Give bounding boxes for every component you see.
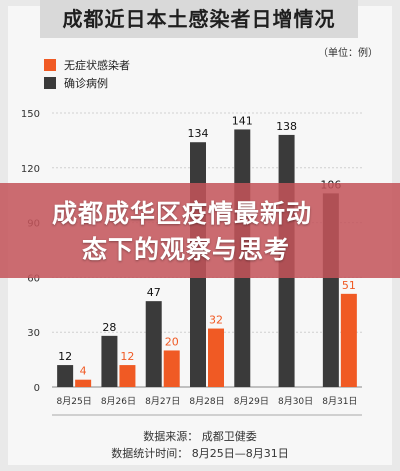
headline-line-2: 态下的观察与思考	[82, 235, 291, 264]
bar-confirmed	[57, 365, 74, 387]
bar-asymptomatic	[119, 365, 136, 387]
x-tick-label: 8月26日	[101, 396, 136, 407]
data-period: 数据统计时间： 8月25日—8月31日	[111, 447, 289, 460]
legend-item-confirmed: 确诊病例	[44, 74, 130, 92]
y-tick-label: 60	[27, 273, 40, 284]
bar-confirmed	[145, 301, 162, 387]
x-tick-label: 8月31日	[322, 396, 357, 407]
bar-label-asymptomatic: 51	[342, 279, 356, 292]
unit-label: （单位：例）	[318, 48, 378, 59]
y-tick-label: 0	[34, 383, 40, 394]
legend-label-asymptomatic: 无症状感染者	[64, 59, 130, 72]
x-tick-label: 8月27日	[145, 396, 180, 407]
data-source: 数据来源： 成都卫健委	[143, 430, 257, 443]
y-tick-label: 30	[27, 328, 40, 339]
bar-asymptomatic	[75, 379, 92, 387]
bar-asymptomatic	[340, 293, 357, 387]
bar-label-asymptomatic: 32	[209, 314, 223, 327]
bar-label-confirmed: 28	[102, 321, 116, 334]
y-tick-label: 120	[21, 164, 40, 175]
headline: 成都成华区疫情最新动 态下的观察与思考	[52, 196, 382, 268]
bar-label-asymptomatic: 20	[165, 335, 179, 348]
bar-asymptomatic	[208, 328, 224, 387]
bar-label-asymptomatic: 12	[120, 350, 134, 363]
chart-title: 成都近日本土感染者日增情况	[40, 0, 358, 38]
x-tick-label: 8月30日	[278, 396, 313, 407]
bar-label-asymptomatic: 4	[80, 365, 87, 378]
bar-label-confirmed: 12	[58, 350, 72, 363]
bar-label-confirmed: 141	[232, 114, 253, 127]
legend-item-asymptomatic: 无症状感染者	[44, 56, 130, 74]
y-tick-label: 150	[21, 109, 40, 120]
headline-banner	[0, 183, 400, 278]
bar-label-confirmed: 134	[188, 127, 209, 140]
legend-label-confirmed: 确诊病例	[64, 77, 108, 90]
bar-asymptomatic	[163, 350, 180, 387]
x-tick-label: 8月28日	[189, 396, 224, 407]
bar-label-confirmed: 138	[276, 120, 297, 133]
bar-confirmed	[101, 335, 118, 387]
bar-label-confirmed: 47	[147, 286, 161, 299]
legend-swatch-confirmed	[44, 77, 56, 89]
headline-line-1: 成都成华区疫情最新动	[52, 199, 313, 228]
legend: 无症状感染者 确诊病例	[44, 56, 130, 92]
legend-swatch-asymptomatic	[44, 59, 56, 71]
x-tick-label: 8月29日	[234, 396, 269, 407]
x-tick-label: 8月25日	[57, 396, 92, 407]
